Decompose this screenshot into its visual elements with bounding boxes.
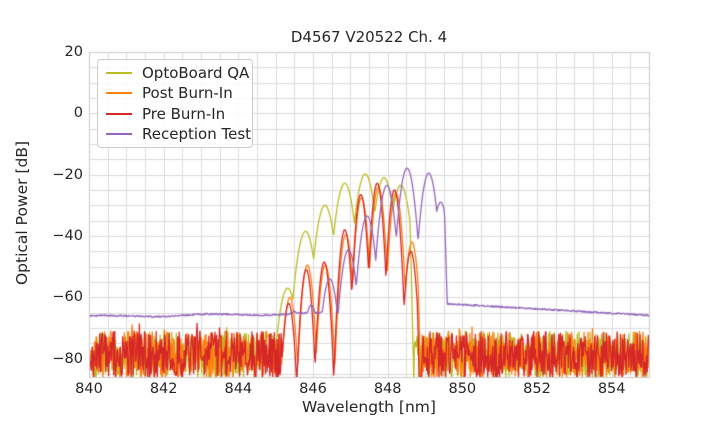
legend-item-label: Reception Test: [142, 124, 252, 143]
y-axis-label: Optical Power [dB]: [13, 140, 31, 286]
y-tick-label: −80: [52, 350, 83, 367]
legend-item-pre-burn-in: Pre Burn-In: [98, 104, 252, 124]
legend-item-label: Post Burn-In: [142, 84, 233, 103]
x-axis-label: Wavelength [nm]: [302, 398, 436, 416]
x-tick-label: 850: [448, 381, 477, 397]
legend-item-post-burn-in: Post Burn-In: [98, 83, 252, 103]
legend: OptoBoard QA Post Burn-In Pre Burn-In Recep…: [97, 59, 253, 148]
legend-item-optoboard-qa: OptoBoard QA: [98, 63, 252, 83]
legend-line-swatch: [106, 112, 132, 115]
x-tick-label: 846: [299, 381, 327, 397]
x-tick-label: 842: [149, 381, 178, 397]
legend-line-swatch: [106, 92, 132, 95]
y-tick-label: −60: [52, 289, 83, 306]
legend-item-label: OptoBoard QA: [142, 64, 250, 83]
legend-line-swatch: [106, 72, 132, 75]
x-tick-label: 848: [373, 381, 402, 397]
legend-line-swatch: [106, 132, 132, 135]
y-tick-label: −20: [52, 166, 83, 183]
x-tick-label: 844: [224, 381, 253, 397]
legend-item-label: Pre Burn-In: [142, 104, 226, 123]
x-tick-label: 840: [75, 381, 103, 397]
y-tick-label: 20: [64, 44, 83, 60]
y-tick-label: 0: [73, 105, 83, 122]
x-tick-label: 852: [523, 381, 551, 397]
legend-item-reception-test: Reception Test: [98, 124, 252, 144]
chart-title: D4567 V20522 Ch. 4: [290, 28, 448, 46]
y-tick-label: −40: [52, 227, 83, 244]
x-tick-label: 854: [597, 381, 626, 397]
